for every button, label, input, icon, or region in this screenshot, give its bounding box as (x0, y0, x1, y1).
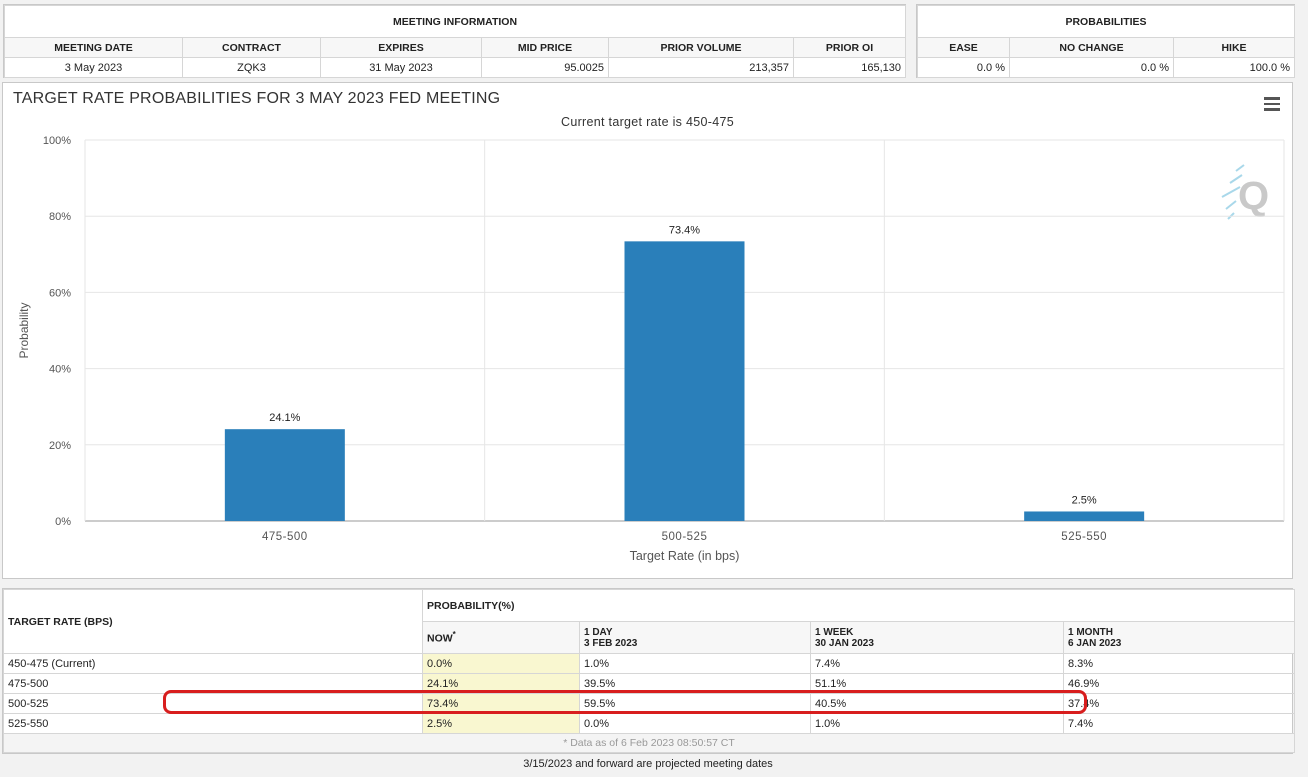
y-tick-label: 60% (49, 287, 71, 299)
col-ease: EASE (917, 37, 1010, 58)
probability-header: PROBABILITY(%) (422, 589, 1295, 622)
month-cell: 8.3% (1063, 653, 1295, 674)
month-cell: 7.4% (1063, 713, 1295, 734)
col-1-month-label: 1 MONTH (1068, 626, 1113, 638)
no-change-value: 0.0 % (1009, 57, 1174, 78)
col-expires: EXPIRES (320, 37, 482, 58)
prior-volume-value: 213,357 (608, 57, 794, 78)
now-label: NOW (427, 632, 453, 645)
quikstrike-logo-icon: Q (1221, 164, 1269, 220)
y-tick-label: 40% (49, 364, 71, 376)
contract-value: ZQK3 (182, 57, 321, 78)
mid-price-value: 95.0025 (481, 57, 609, 78)
meeting-information-title: MEETING INFORMATION (3, 5, 907, 38)
col-contract: CONTRACT (182, 37, 321, 58)
expires-value: 31 May 2023 (320, 57, 482, 78)
col-prior-oi: PRIOR OI (792, 37, 907, 58)
target-rate-header: TARGET RATE (BPS) (3, 589, 423, 654)
rate-cell: 525-550 (3, 713, 423, 734)
col-1-week-label: 1 WEEK (815, 626, 854, 638)
data-label: 24.1% (269, 412, 300, 424)
x-tick-label: 525-550 (1061, 531, 1107, 543)
footer-note: 3/15/2023 and forward are projected meet… (523, 758, 773, 770)
col-1-day-date: 3 FEB 2023 (584, 637, 638, 649)
chart-menu-icon[interactable] (1264, 97, 1280, 111)
week-cell: 7.4% (810, 653, 1064, 674)
col-1-month: 1 MONTH 6 JAN 2023 (1063, 621, 1295, 654)
week-cell: 51.1% (810, 673, 1064, 694)
rate-cell: 500-525 (3, 693, 423, 714)
col-now: NOW* (422, 621, 580, 654)
week-cell: 40.5% (810, 693, 1064, 714)
col-meeting-date: MEETING DATE (4, 37, 183, 58)
col-1-week: 1 WEEK 30 JAN 2023 (810, 621, 1064, 654)
rate-cell: 475-500 (3, 673, 423, 694)
hike-value: 100.0 % (1173, 57, 1295, 78)
bar-chart: 0% 20% 40% 60% 80% 100% 24.1% 475-500 73.4% 500-5… (17, 135, 1285, 563)
probability-table-panel: TARGET RATE (BPS) PROBABILITY(%) NOW* 1 … (2, 588, 1295, 754)
col-no-change: NO CHANGE (1009, 37, 1174, 58)
table-row: 525-550 2.5% 0.0% 1.0% 7.4% (3, 713, 1295, 734)
y-tick-label: 80% (49, 211, 71, 223)
chart-panel: TARGET RATE PROBABILITIES FOR 3 MAY 2023… (2, 82, 1293, 579)
now-cell: 73.4% (422, 693, 580, 714)
x-axis-title: Target Rate (in bps) (630, 549, 740, 563)
probabilities-panel: PROBABILITIES EASE NO CHANGE HIKE 0.0 % … (916, 4, 1295, 78)
ease-value: 0.0 % (917, 57, 1010, 78)
now-cell: 24.1% (422, 673, 580, 694)
day-cell: 39.5% (579, 673, 811, 694)
month-cell: 46.9% (1063, 673, 1295, 694)
table-row: 500-525 73.4% 59.5% 40.5% 37.4% (3, 693, 1295, 714)
svg-text:Q: Q (1238, 174, 1269, 218)
col-mid-price: MID PRICE (481, 37, 609, 58)
chart-title: TARGET RATE PROBABILITIES FOR 3 MAY 2023… (13, 90, 501, 107)
table-row: 450-475 (Current) 0.0% 1.0% 7.4% 8.3% (3, 653, 1295, 674)
now-marker: * (452, 630, 456, 640)
y-tick-label: 0% (55, 516, 71, 528)
day-cell: 1.0% (579, 653, 811, 674)
rate-cell: 450-475 (Current) (3, 653, 423, 674)
meeting-date-value: 3 May 2023 (4, 57, 183, 78)
y-axis-title: Probability (17, 302, 31, 358)
data-label: 2.5% (1072, 494, 1097, 506)
col-hike: HIKE (1173, 37, 1295, 58)
month-cell: 37.4% (1063, 693, 1295, 714)
probabilities-title: PROBABILITIES (917, 5, 1295, 38)
bar (224, 429, 345, 521)
data-timestamp-note: * Data as of 6 Feb 2023 08:50:57 CT (3, 733, 1295, 753)
x-tick-label: 475-500 (262, 531, 308, 543)
bar (1024, 511, 1145, 521)
prior-oi-value: 165,130 (792, 57, 907, 78)
data-label: 73.4% (669, 224, 700, 236)
now-cell: 0.0% (422, 653, 580, 674)
col-1-month-date: 6 JAN 2023 (1068, 637, 1122, 649)
table-row: 475-500 24.1% 39.5% 51.1% 46.9% (3, 673, 1295, 694)
col-prior-volume: PRIOR VOLUME (608, 37, 794, 58)
col-1-day: 1 DAY 3 FEB 2023 (579, 621, 811, 654)
y-tick-label: 20% (49, 440, 71, 452)
day-cell: 59.5% (579, 693, 811, 714)
day-cell: 0.0% (579, 713, 811, 734)
col-1-week-date: 30 JAN 2023 (815, 637, 874, 649)
y-tick-label: 100% (43, 135, 71, 147)
meeting-information-panel: MEETING INFORMATION MEETING DATE CONTRAC… (3, 4, 907, 78)
x-tick-label: 500-525 (662, 531, 708, 543)
bar (624, 241, 745, 521)
week-cell: 1.0% (810, 713, 1064, 734)
now-cell: 2.5% (422, 713, 580, 734)
col-1-day-label: 1 DAY (584, 626, 613, 638)
chart-subtitle: Current target rate is 450-475 (561, 115, 734, 129)
